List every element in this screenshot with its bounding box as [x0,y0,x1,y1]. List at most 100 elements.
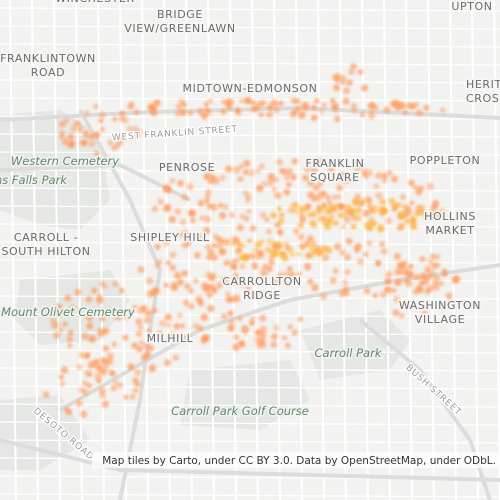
place-label: MIDTOWN-EDMONSON [183,82,318,95]
dot [304,167,310,173]
dot [310,210,317,218]
dot [241,324,249,333]
street [0,421,500,426]
dot [329,276,337,284]
dot [385,217,393,225]
dot [320,202,327,208]
dot [353,163,361,171]
dot [74,288,82,296]
dot [200,313,209,322]
dot [141,353,149,361]
dot [215,282,223,289]
dot [363,251,369,257]
dot [131,342,139,349]
place-label: SQUARE [310,171,359,184]
dot [96,327,103,334]
dot [99,368,107,376]
dot [217,202,224,209]
dot [274,191,282,200]
dot [261,180,268,187]
dot [281,168,288,176]
park-label: Carroll Park [315,346,383,360]
dot [119,110,126,117]
dot [106,352,114,360]
dot [228,318,236,326]
dot [132,387,139,394]
dot [379,241,385,247]
street [0,349,500,354]
dot [379,291,387,299]
dot [151,307,158,314]
dot [177,179,184,187]
dot [233,237,241,244]
dot [55,303,63,310]
dot [403,217,411,225]
dot [69,305,77,313]
street [0,43,500,48]
dot [280,250,286,257]
dot [279,212,285,218]
dot [438,280,445,287]
dot [197,325,204,332]
dot [119,115,125,122]
dot [188,209,196,217]
dot [219,174,226,182]
dot [78,387,85,394]
dot [174,207,182,215]
dot [272,176,279,183]
dot [196,233,202,239]
dot [333,115,341,123]
dot [422,278,430,286]
dot [173,271,182,280]
dot [244,97,252,105]
dot [258,163,265,170]
dot [297,316,304,322]
dot [307,278,314,285]
dot [259,314,267,322]
dot [343,87,350,95]
dot [118,287,125,294]
dot [366,198,373,204]
dot [87,361,95,370]
dot [246,238,253,244]
dot [180,110,187,116]
dot [145,328,152,334]
dot [422,212,428,218]
dot [187,287,194,294]
dot [58,120,66,128]
dot [64,294,72,302]
dot [296,209,304,216]
dot [79,139,86,146]
dot [333,84,341,92]
street [163,0,171,500]
dot [433,253,441,261]
dot [350,223,357,230]
dot [98,387,106,395]
place-label: ROAD [31,66,66,79]
dot [412,184,419,191]
dot [179,218,187,226]
dot [276,206,282,212]
dot [376,224,385,232]
dot [297,221,304,229]
dot [441,271,448,277]
dot [398,312,405,319]
dot [248,252,256,260]
dot [199,215,205,221]
dot [135,330,143,337]
street [119,0,127,500]
dot [300,101,308,110]
dot [434,262,441,269]
dot [134,368,142,376]
dot [174,111,181,117]
dot [246,208,252,214]
dot [267,103,274,110]
dot [254,336,262,344]
dot [439,305,446,311]
dot [157,198,164,206]
place-label: CROSSING [466,92,500,105]
dot [223,238,231,246]
dot [59,133,66,141]
dot [395,278,403,286]
